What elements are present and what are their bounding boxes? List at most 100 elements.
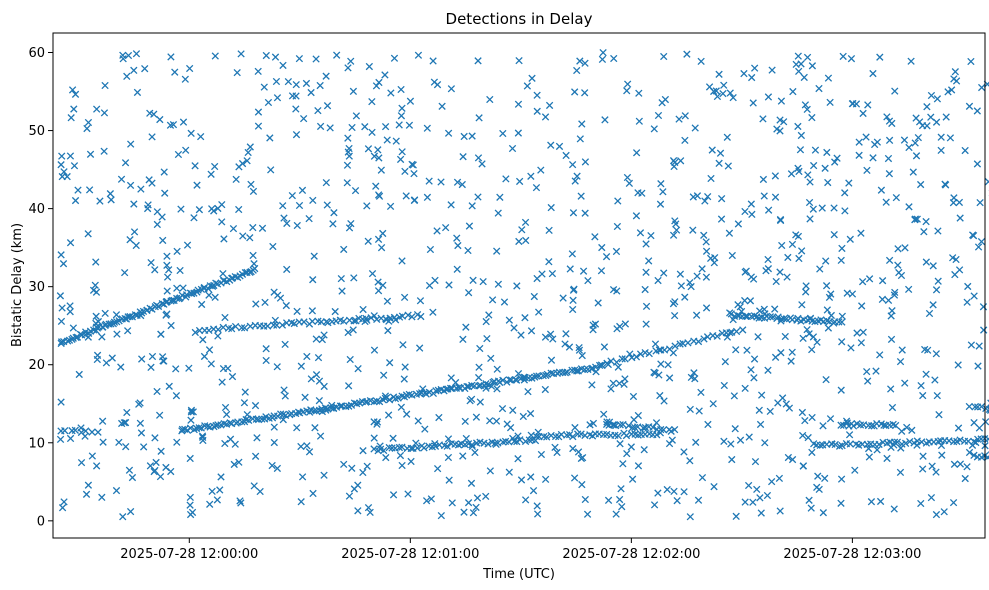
data-point (822, 282, 831, 290)
track-point-band-12-d (867, 422, 876, 430)
data-point (609, 285, 618, 294)
data-point (581, 495, 589, 504)
data-point (71, 90, 80, 98)
data-point (316, 432, 325, 440)
data-point (652, 419, 661, 427)
data-point (347, 219, 355, 228)
data-point (230, 460, 238, 469)
data-point (312, 371, 321, 379)
track-point-track-rising-long (591, 363, 600, 371)
data-point (379, 281, 387, 289)
track-point-band-10-a (468, 441, 476, 449)
data-point (575, 346, 584, 354)
data-point (458, 180, 466, 189)
data-point (514, 432, 522, 440)
data-point (597, 267, 606, 275)
data-point (883, 113, 891, 121)
data-point (167, 467, 175, 476)
data-point (796, 146, 805, 154)
data-point (777, 349, 785, 357)
data-point (975, 424, 984, 432)
data-point (776, 507, 784, 515)
track-point-track-falling-mid (774, 313, 782, 321)
data-point (106, 190, 115, 198)
data-point (397, 85, 405, 94)
data-point (865, 453, 874, 461)
data-point (569, 296, 577, 304)
data-point (885, 170, 894, 178)
data-point (697, 388, 705, 397)
data-point (885, 136, 894, 144)
data-point (625, 179, 634, 187)
data-point (221, 439, 229, 448)
data-point (799, 334, 807, 343)
data-point (414, 417, 422, 425)
data-point (720, 81, 728, 89)
data-point (876, 351, 884, 359)
data-point (912, 114, 920, 122)
data-point (273, 464, 282, 473)
data-point (177, 205, 185, 213)
data-point (372, 82, 381, 90)
data-point (368, 97, 376, 106)
data-point (147, 363, 155, 371)
data-point (855, 151, 863, 159)
track-point-band-25 (228, 325, 236, 333)
data-point (66, 308, 74, 316)
data-point (715, 159, 723, 167)
data-point (798, 408, 807, 417)
track-point-band-10-e (964, 437, 972, 445)
track-point-band-25 (290, 319, 298, 328)
y-tick-label: 0 (37, 514, 45, 529)
data-point (806, 178, 814, 186)
data-point (146, 109, 154, 117)
data-point (837, 475, 846, 483)
data-point (946, 134, 955, 142)
data-point (650, 125, 658, 133)
data-point (578, 120, 586, 128)
data-point (802, 288, 810, 296)
data-point (717, 215, 726, 223)
data-point (723, 133, 731, 141)
data-point (218, 378, 226, 386)
data-point (69, 324, 78, 332)
track-point-track-rising-long (210, 422, 218, 431)
track-point-band-12-d (837, 421, 845, 429)
data-point (795, 254, 803, 263)
data-point (219, 364, 228, 373)
data-point (534, 308, 543, 316)
data-point (425, 281, 434, 290)
data-point (771, 172, 780, 180)
data-point (809, 205, 817, 213)
data-point (729, 93, 737, 102)
track-point-band-10-e (906, 437, 914, 446)
data-point (482, 317, 490, 326)
data-point (809, 333, 818, 341)
data-point (144, 201, 152, 209)
data-point (656, 200, 665, 208)
data-point (126, 236, 134, 244)
data-point (747, 366, 755, 374)
data-point (349, 87, 358, 95)
data-point (476, 398, 484, 406)
data-point (58, 304, 66, 312)
data-point (683, 50, 691, 58)
data-point (368, 269, 377, 278)
data-point (260, 83, 268, 91)
data-point (947, 86, 956, 94)
data-point (954, 424, 963, 432)
data-point (787, 357, 795, 365)
data-point (533, 510, 542, 518)
data-point (207, 170, 215, 178)
data-point (426, 245, 435, 254)
data-point (333, 51, 341, 59)
data-point (264, 98, 273, 107)
data-point (359, 305, 367, 314)
data-point (445, 476, 453, 484)
data-point (185, 64, 194, 73)
track-point-track-rising-steep (57, 338, 66, 346)
data-point (916, 180, 925, 189)
data-point (583, 510, 592, 518)
data-point (545, 258, 553, 266)
data-point (670, 311, 679, 320)
